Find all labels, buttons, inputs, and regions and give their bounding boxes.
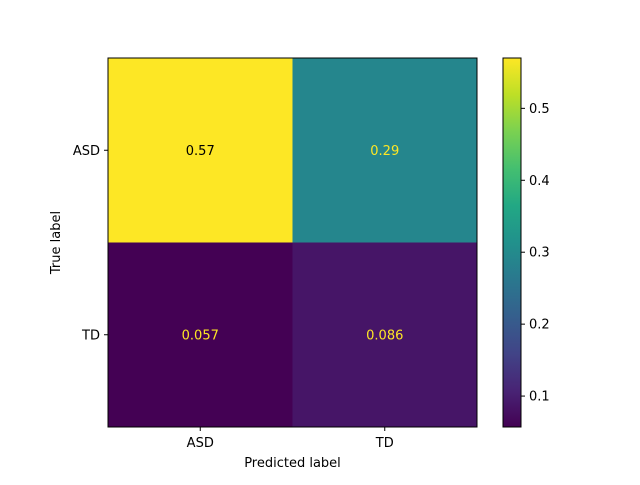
cell-value-label: 0.29 [370, 144, 399, 159]
colorbar-tick-label: 0.1 [529, 390, 550, 405]
x-tick-label: TD [375, 436, 394, 451]
heatmap-cell [108, 58, 293, 243]
plot-frame [107, 57, 478, 428]
heatmap-cell [108, 242, 293, 427]
colorbar-ticks: 0.1 0.2 0.3 0.4 0.5 [521, 102, 550, 405]
heatmap-cell-labels: 0.57 0.29 0.057 0.086 [182, 144, 404, 344]
heatmap-cells [108, 58, 477, 427]
colorbar [502, 57, 522, 428]
colorbar-tick-label: 0.3 [529, 246, 550, 261]
y-axis-label: True label [49, 211, 64, 275]
x-axis-label: Predicted label [244, 456, 341, 471]
x-axis-ticks: ASD TD [187, 427, 394, 451]
colorbar-tick-label: 0.5 [529, 102, 550, 117]
y-tick-label: ASD [73, 144, 100, 159]
y-axis-ticks: ASD TD [73, 144, 108, 343]
cell-value-label: 0.086 [366, 328, 403, 343]
cell-value-label: 0.57 [186, 144, 215, 159]
colorbar-tick-label: 0.2 [529, 318, 550, 333]
cell-value-label: 0.057 [182, 328, 219, 343]
colorbar-tick-label: 0.4 [529, 174, 550, 189]
x-tick-label: ASD [187, 436, 214, 451]
heatmap-cell [292, 58, 477, 243]
y-tick-label: TD [81, 328, 100, 343]
heatmap-cell [292, 242, 477, 427]
